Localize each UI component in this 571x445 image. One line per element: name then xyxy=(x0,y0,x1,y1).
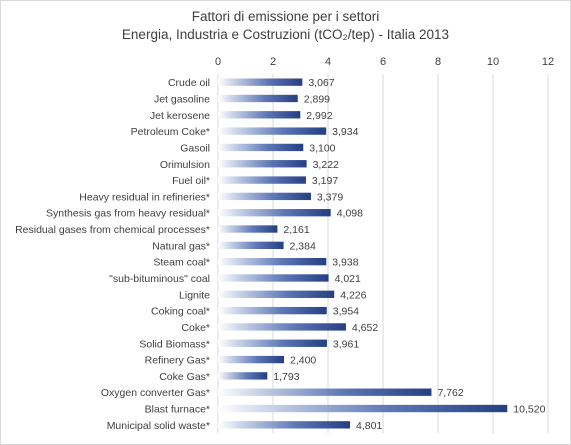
value-label-2: 2,992 xyxy=(306,110,332,122)
value-label-1: 2,899 xyxy=(304,93,330,105)
category-label-18: Coke Gas* xyxy=(159,371,210,383)
value-label-19: 7,762 xyxy=(437,387,463,399)
x-tick-label-2: 4 xyxy=(325,56,331,68)
bar-18 xyxy=(218,372,268,380)
category-label-21: Municipal solid waste* xyxy=(107,420,210,432)
category-label-11: Steam coal* xyxy=(153,257,210,269)
category-label-4: Gasoil xyxy=(180,142,210,154)
bar-0 xyxy=(218,78,303,86)
bar-3 xyxy=(218,127,327,135)
value-label-8: 4,098 xyxy=(337,208,363,220)
category-label-20: Blast furnace* xyxy=(145,404,210,416)
chart-subtitle: Energia, Industria e Costruzioni (tCO₂/t… xyxy=(121,27,450,42)
value-label-4: 3,100 xyxy=(309,142,335,154)
category-label-10: Natural gas* xyxy=(152,240,210,252)
category-labels: Crude oil Jet gasoline Jet kerosene Petrole… xyxy=(15,77,210,432)
value-label-11: 3,938 xyxy=(332,257,358,269)
value-label-18: 1,793 xyxy=(273,371,299,383)
bar-1 xyxy=(218,94,298,103)
category-label-5: Orimulsion xyxy=(160,159,210,171)
category-label-0: Crude oil xyxy=(168,77,210,89)
x-tick-label-3: 6 xyxy=(380,56,386,68)
category-label-3: Petroleum Coke* xyxy=(131,126,210,138)
value-label-6: 3,197 xyxy=(312,175,338,187)
value-label-17: 2,400 xyxy=(290,355,316,367)
value-label-7: 3,379 xyxy=(317,191,343,203)
value-label-14: 3,954 xyxy=(333,306,359,318)
category-label-8: Synthesis gas from heavy residual* xyxy=(46,208,210,220)
bar-16 xyxy=(218,339,327,347)
bar-5 xyxy=(218,160,307,168)
bar-6 xyxy=(218,176,306,184)
category-label-16: Solid Biomass* xyxy=(139,338,210,350)
x-tick-label-6: 12 xyxy=(542,56,554,68)
value-label-5: 3,222 xyxy=(313,159,339,171)
x-tick-label-4: 8 xyxy=(435,56,441,68)
x-axis: 0 2 4 6 8 10 12 xyxy=(215,56,554,68)
bar-20 xyxy=(218,404,508,413)
bar-2 xyxy=(218,111,301,119)
value-label-3: 3,934 xyxy=(332,126,358,138)
value-label-12: 4,021 xyxy=(335,273,361,285)
bar-9 xyxy=(218,225,278,233)
value-label-13: 4,226 xyxy=(340,289,366,301)
bar-4 xyxy=(218,143,304,152)
bar-10 xyxy=(218,241,284,250)
bar-7 xyxy=(218,192,311,201)
bar-13 xyxy=(218,290,335,298)
bar-14 xyxy=(218,306,327,315)
category-label-12: "sub-bituminous" coal xyxy=(109,273,210,285)
category-label-17: Refinery Gas* xyxy=(145,355,210,367)
category-label-7: Heavy residual in refineries* xyxy=(79,191,210,203)
category-label-15: Coke* xyxy=(181,322,210,334)
value-label-0: 3,067 xyxy=(308,77,334,89)
value-label-10: 2,384 xyxy=(290,240,316,252)
value-label-20: 10,520 xyxy=(513,404,545,416)
chart-title: Fattori di emissione per i settori xyxy=(191,9,380,24)
bar-8 xyxy=(218,209,331,217)
x-tick-label-5: 10 xyxy=(487,56,499,68)
category-label-19: Oxygen converter Gas* xyxy=(101,387,210,399)
x-tick-label-0: 0 xyxy=(215,56,221,68)
category-label-2: Jet kerosene xyxy=(150,110,210,122)
category-label-13: Lignite xyxy=(179,289,210,301)
bar-11 xyxy=(218,257,327,266)
value-label-21: 4,801 xyxy=(356,420,382,432)
category-label-14: Coking coal* xyxy=(151,306,210,318)
bar-15 xyxy=(218,323,346,331)
value-label-9: 2,161 xyxy=(283,224,309,236)
chart-title-block: Fattori di emissione per i settori Energ… xyxy=(0,8,571,44)
x-tick-label-1: 2 xyxy=(270,56,276,68)
category-label-6: Fuel oil* xyxy=(172,175,210,187)
bars xyxy=(218,78,508,429)
bar-12 xyxy=(218,274,329,282)
category-label-9: Residual gases from chemical processes* xyxy=(15,224,210,236)
value-label-15: 4,652 xyxy=(352,322,378,334)
bar-19 xyxy=(218,388,432,396)
category-label-1: Jet gasoline xyxy=(154,93,210,105)
bar-17 xyxy=(218,355,284,364)
value-label-16: 3,961 xyxy=(333,338,359,350)
bar-21 xyxy=(218,421,351,429)
